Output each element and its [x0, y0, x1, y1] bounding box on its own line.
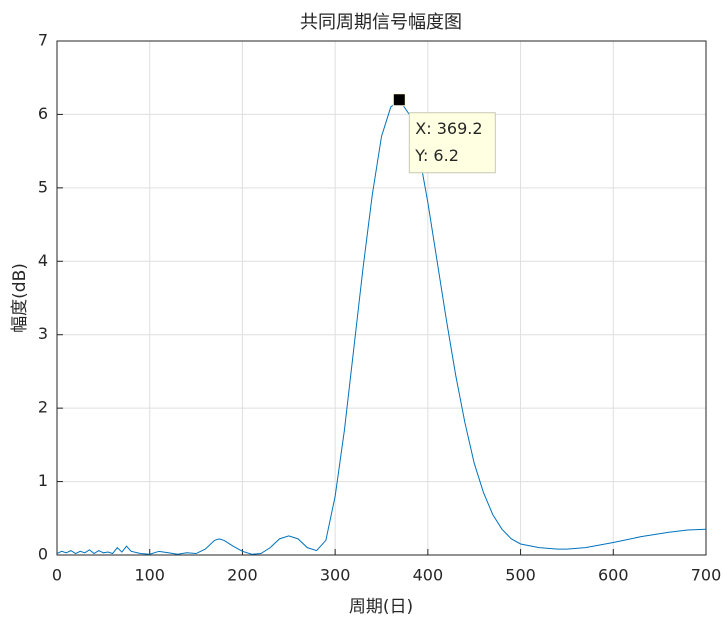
- x-tick-label: 100: [134, 566, 165, 585]
- y-tick-label: 3: [38, 324, 48, 343]
- x-tick-label: 300: [320, 566, 351, 585]
- y-tick-label: 1: [38, 471, 48, 490]
- y-tick-label: 5: [38, 177, 48, 196]
- x-tick-label: 0: [52, 566, 62, 585]
- chart-title: 共同周期信号幅度图: [300, 12, 462, 33]
- y-tick-label: 6: [38, 104, 48, 123]
- datatip-box: [408, 112, 496, 174]
- x-tick-label: 200: [227, 566, 258, 585]
- y-tick-label: 7: [38, 31, 48, 50]
- x-tick-label: 600: [598, 566, 629, 585]
- x-axis-label: 周期(日): [349, 597, 413, 617]
- datatip-marker: [392, 93, 406, 107]
- datatip-label: X: 369.2: [415, 119, 482, 138]
- datatip-label: Y: 6.2: [414, 146, 459, 165]
- axes-box: [56, 40, 707, 556]
- x-tick-label: 400: [413, 566, 444, 585]
- plot-area: [57, 41, 706, 555]
- y-tick-label: 4: [38, 251, 48, 270]
- x-tick-label: 700: [691, 566, 722, 585]
- y-tick-label: 0: [38, 545, 48, 564]
- line-series: [56, 98, 707, 555]
- x-tick-label: 500: [505, 566, 536, 585]
- y-tick-label: 2: [38, 398, 48, 417]
- y-axis-label: 幅度(dB): [10, 263, 30, 333]
